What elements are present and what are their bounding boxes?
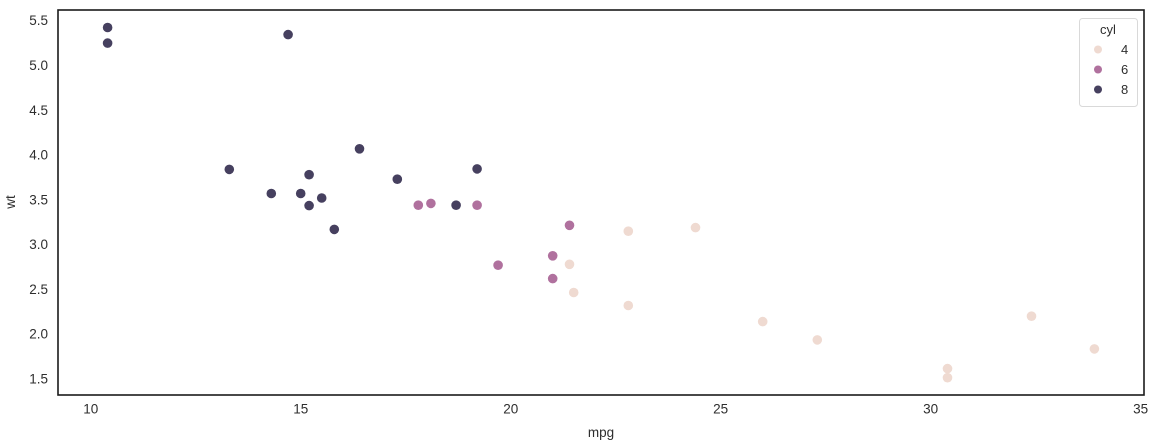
data-point-cyl-4 <box>942 372 953 383</box>
x-tick-label: 35 <box>1133 402 1148 417</box>
data-point-cyl-6 <box>413 200 424 210</box>
data-point-cyl-4 <box>623 300 634 311</box>
x-tick-label: 10 <box>83 402 98 417</box>
data-point-cyl-4 <box>690 222 701 233</box>
legend-item: 6 <box>1094 62 1128 77</box>
legend-marker-6 <box>1094 65 1102 74</box>
data-point-cyl-8 <box>295 188 306 199</box>
legend-item: 8 <box>1094 82 1128 97</box>
plot-area: 10 15 20 25 30 35 1.5 2.0 2.5 3.0 3.5 4.0 4.5 5.0 5.5 <box>29 13 1148 416</box>
y-axis-label: wt <box>3 195 18 210</box>
x-tick-label: 20 <box>503 402 518 417</box>
legend-marker-8 <box>1094 85 1102 94</box>
data-point-cyl-4 <box>942 363 953 374</box>
y-tick-label: 4.0 <box>29 148 48 163</box>
x-tick-label: 25 <box>713 402 728 417</box>
data-point-cyl-4 <box>1089 344 1100 354</box>
x-tick-label: 15 <box>293 402 308 417</box>
data-point-cyl-8 <box>102 38 113 48</box>
data-point-cyl-8 <box>224 164 235 175</box>
data-point-cyl-4 <box>757 316 768 327</box>
y-tick-label: 2.0 <box>29 327 48 342</box>
y-tick-label: 2.5 <box>29 282 48 297</box>
data-point-cyl-8 <box>266 188 277 199</box>
data-point-cyl-6 <box>426 198 436 209</box>
y-tick-label: 3.5 <box>29 192 48 207</box>
data-point-cyl-8 <box>304 200 314 211</box>
data-point-cyl-8 <box>304 169 314 180</box>
data-point-cyl-6 <box>564 220 575 231</box>
data-point-cyl-4 <box>568 287 579 298</box>
data-point-cyl-4 <box>623 226 634 236</box>
data-point-cyl-4 <box>1026 311 1037 322</box>
y-tick-label: 5.5 <box>29 13 48 28</box>
legend-label-8: 8 <box>1121 82 1128 97</box>
y-tick-label: 1.5 <box>29 371 48 386</box>
x-tick-label: 30 <box>923 402 938 417</box>
legend-label-6: 6 <box>1121 62 1128 77</box>
legend-title: cyl <box>1100 22 1116 37</box>
data-point-cyl-8 <box>329 224 340 235</box>
data-point-cyl-6 <box>547 251 558 261</box>
data-point-cyl-8 <box>392 174 403 184</box>
data-point-cyl-8 <box>316 193 327 203</box>
data-point-cyl-8 <box>472 164 482 174</box>
data-point-cyl-4 <box>812 335 823 345</box>
data-point-cyl-8 <box>354 144 365 154</box>
legend: cyl 4 6 8 <box>1079 18 1138 107</box>
data-point-cyl-8 <box>451 200 461 210</box>
data-point-cyl-8 <box>283 29 293 40</box>
y-tick-label: 4.5 <box>29 103 48 118</box>
y-tick-label: 5.0 <box>29 58 48 73</box>
data-point-cyl-8 <box>102 22 113 33</box>
data-point-cyl-6 <box>493 260 503 271</box>
legend-label-4: 4 <box>1121 42 1128 57</box>
legend-marker-4 <box>1094 45 1102 54</box>
data-point-cyl-6 <box>547 273 558 284</box>
legend-item: 4 <box>1094 42 1128 57</box>
plot-border <box>57 9 1145 396</box>
y-tick-label: 3.0 <box>29 237 48 252</box>
x-axis-label: mpg <box>588 425 614 440</box>
data-point-cyl-6 <box>472 200 482 210</box>
data-point-cyl-4 <box>564 259 575 270</box>
legend-box <box>1079 18 1138 107</box>
